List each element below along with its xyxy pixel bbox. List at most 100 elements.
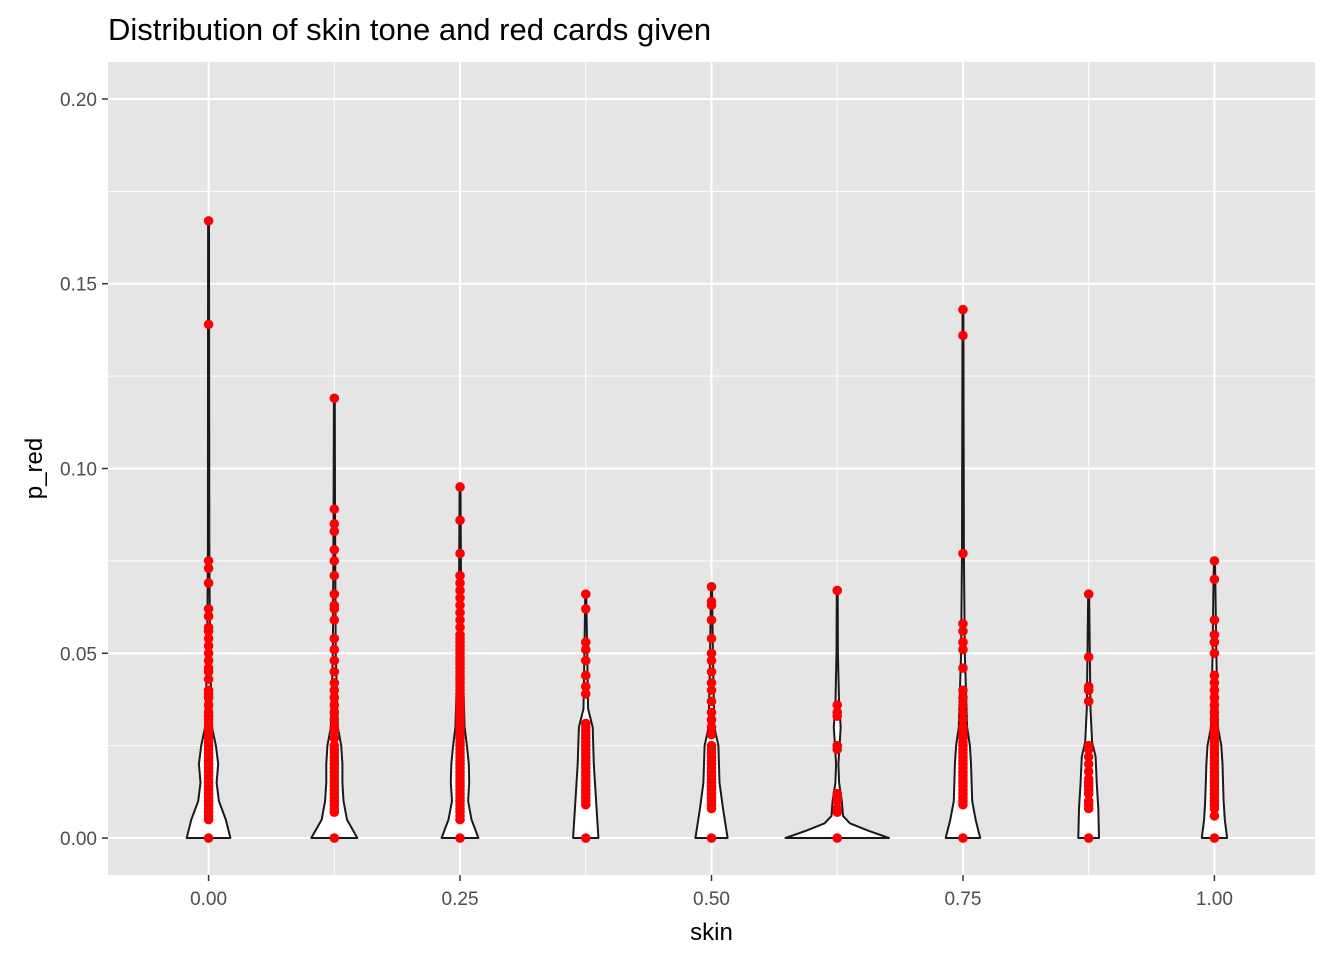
y-tick-label: 0.00: [60, 829, 97, 850]
data-point: [455, 833, 465, 843]
data-point: [832, 740, 843, 751]
data-point: [706, 714, 717, 725]
data-point: [329, 714, 340, 725]
x-axis-title: skin: [690, 919, 733, 946]
data-point: [1209, 615, 1220, 625]
data-point: [329, 526, 340, 537]
data-point: [455, 629, 465, 640]
data-point: [455, 615, 465, 625]
data-point: [203, 578, 214, 588]
data-point: [958, 707, 968, 718]
data-point: [203, 655, 214, 666]
data-point: [1209, 833, 1220, 843]
data-point: [455, 578, 465, 588]
data-point: [203, 319, 214, 330]
data-point: [706, 633, 717, 644]
data-point: [580, 655, 591, 666]
chart-title: Distribution of skin tone and red cards …: [108, 12, 711, 47]
data-point: [329, 600, 340, 611]
data-point: [1209, 637, 1220, 647]
data-point: [455, 482, 465, 492]
data-point: [580, 670, 591, 681]
data-point: [1209, 714, 1220, 725]
x-tick-label: 0.75: [944, 889, 981, 910]
data-point: [706, 707, 717, 718]
data-point: [203, 622, 214, 633]
data-point: [203, 604, 214, 614]
data-point: [706, 581, 717, 592]
data-point: [329, 393, 340, 404]
data-point: [832, 833, 843, 843]
data-point: [958, 637, 968, 647]
data-point: [1083, 740, 1094, 751]
data-point: [329, 678, 340, 688]
data-point: [1209, 685, 1220, 696]
data-point: [329, 519, 340, 529]
data-point: [832, 585, 843, 596]
data-point: [1209, 707, 1220, 718]
data-point: [958, 330, 968, 341]
data-point: [706, 729, 717, 740]
y-tick-label: 0.15: [60, 275, 97, 296]
data-point: [1209, 692, 1220, 703]
data-point: [958, 663, 968, 673]
data-point: [706, 696, 717, 707]
y-tick-label: 0.05: [60, 644, 97, 665]
x-tick-label: 1.00: [1196, 889, 1233, 910]
data-point: [203, 611, 214, 622]
data-point: [580, 689, 591, 699]
y-axis: 0.00 0.05 0.10 0.15 0.20: [60, 90, 108, 850]
data-point: [706, 596, 717, 607]
data-point: [958, 700, 968, 710]
data-point: [455, 548, 465, 559]
data-point: [455, 585, 465, 596]
data-point: [329, 615, 340, 625]
data-point: [455, 607, 465, 618]
data-point: [958, 692, 968, 703]
y-tick-label: 0.10: [60, 460, 97, 481]
data-point: [1209, 670, 1220, 681]
data-point: [1083, 696, 1094, 707]
data-point: [706, 615, 717, 625]
data-point: [958, 722, 968, 732]
data-point: [706, 833, 717, 843]
x-tick-label: 0.50: [693, 889, 730, 910]
data-point: [958, 685, 968, 696]
data-point: [706, 666, 717, 677]
data-point: [203, 707, 214, 718]
data-point: [329, 707, 340, 718]
data-point: [203, 663, 214, 673]
data-point: [832, 707, 843, 718]
data-point: [1209, 811, 1220, 821]
data-points: [203, 216, 1220, 843]
data-point: [329, 633, 340, 644]
data-point: [329, 722, 340, 732]
data-point: [203, 641, 214, 651]
data-point: [1209, 629, 1220, 640]
data-point: [1209, 574, 1220, 585]
data-point: [1083, 681, 1094, 692]
data-point: [958, 618, 968, 629]
data-point: [580, 681, 591, 692]
data-point: [329, 644, 340, 655]
y-tick-label: 0.20: [60, 90, 97, 111]
data-point: [329, 655, 340, 666]
data-point: [706, 685, 717, 696]
data-point: [203, 633, 214, 644]
data-point: [706, 740, 717, 751]
data-point: [958, 833, 968, 843]
data-point: [1083, 796, 1094, 806]
data-point: [203, 563, 214, 574]
data-point: [329, 833, 340, 843]
data-point: [958, 626, 968, 636]
data-point: [329, 556, 340, 566]
data-point: [1083, 759, 1094, 769]
data-point: [455, 600, 465, 611]
data-point: [1083, 652, 1094, 662]
data-point: [580, 604, 591, 614]
data-point: [1209, 700, 1220, 710]
data-point: [203, 685, 214, 696]
data-point: [203, 216, 214, 226]
x-axis: 0.00 0.25 0.50 0.75 1.00: [190, 875, 1233, 910]
